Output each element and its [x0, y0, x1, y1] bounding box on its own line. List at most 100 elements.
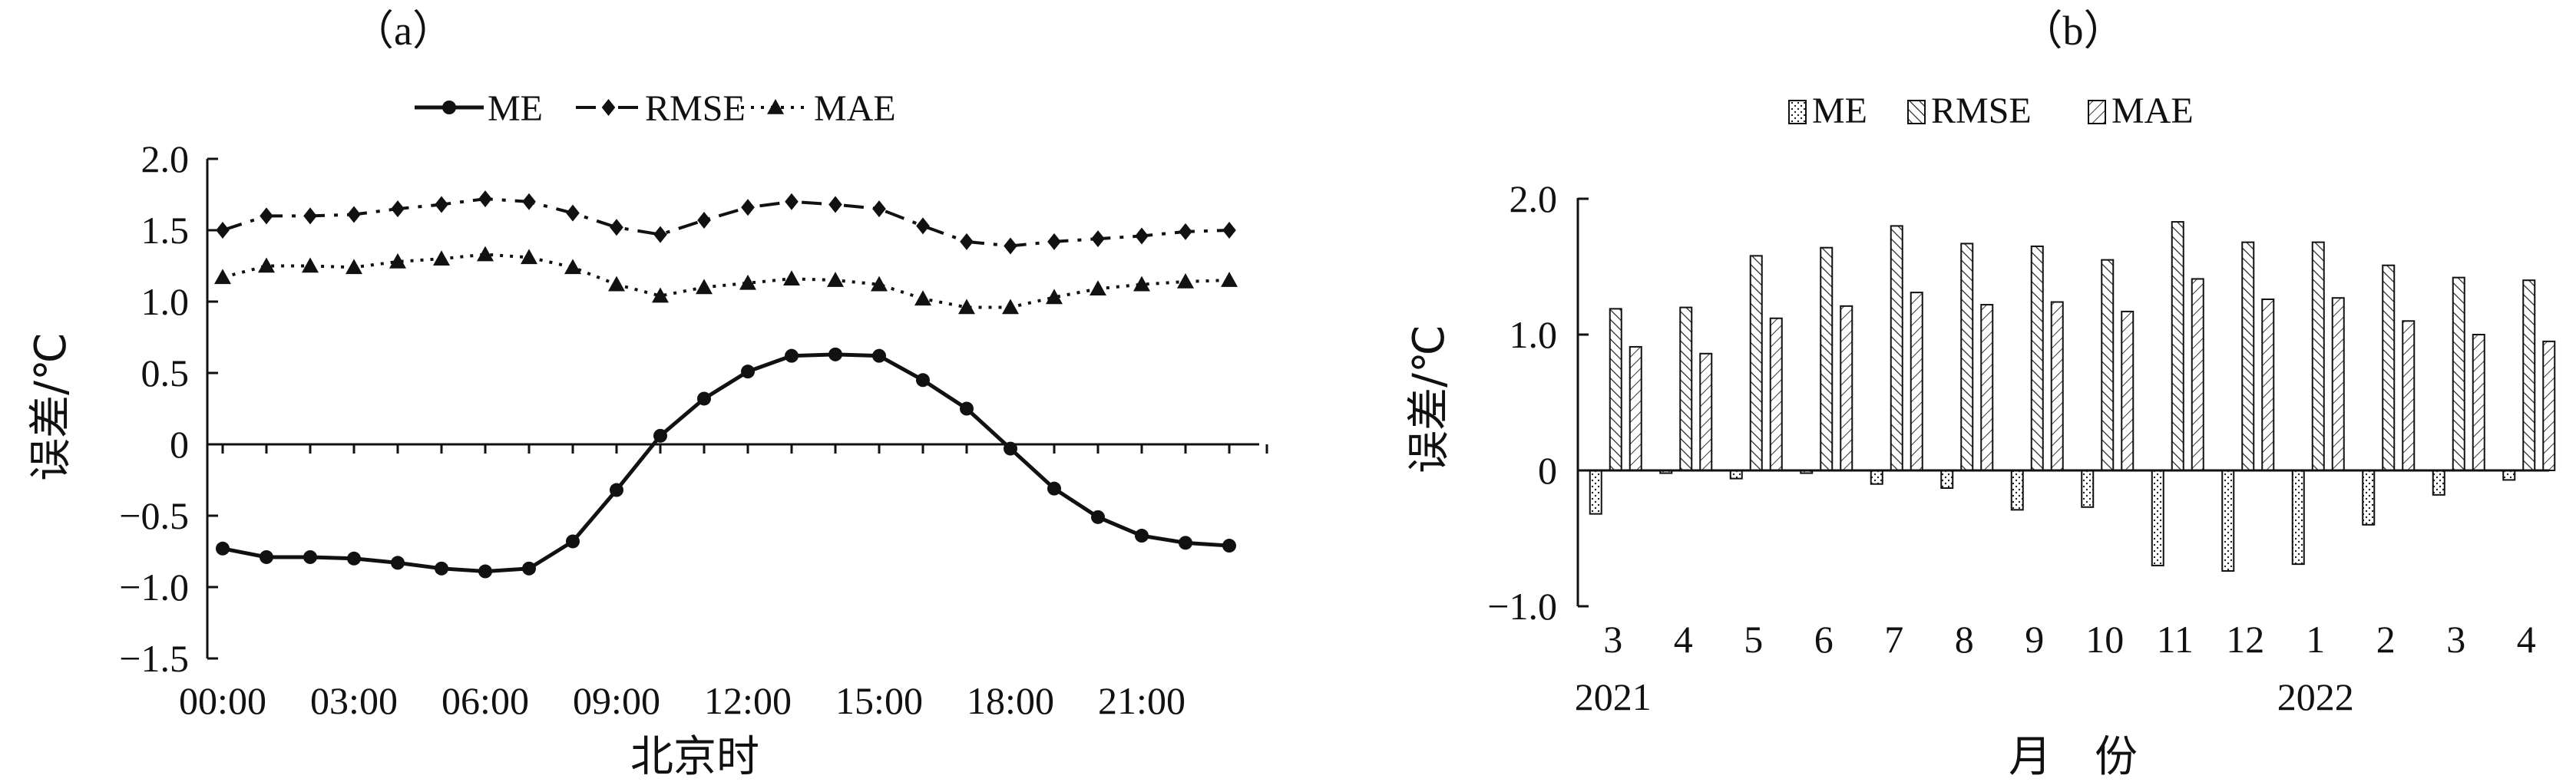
panel-b-bar-me	[2151, 470, 2164, 566]
panel-b-x-tick-label: 12	[2226, 618, 2264, 661]
panel-a-point-mae	[1133, 276, 1150, 292]
panel-b-bar-rmse	[1820, 246, 1834, 471]
panel-a-point-rmse	[522, 193, 536, 210]
panel-b-x-tick-label: 2	[2376, 618, 2396, 661]
panel-b-bar-rmse	[1890, 225, 1903, 471]
panel-a-x-tick-label: 15:00	[835, 679, 923, 722]
panel-a-point-mae	[1046, 289, 1063, 305]
panel-b-label: （b）	[2022, 8, 2125, 54]
panel-a-line-chart: （a） ME RMSE MAE 2.01.51.00.50−0.5−1.0−1.5 …	[26, 8, 1268, 782]
panel-b-bar-me	[2502, 470, 2516, 481]
panel-a-point-mae	[827, 272, 844, 287]
panel-b-legend-swatch	[1907, 100, 1926, 124]
panel-a-y-tick-label: 1.0	[141, 280, 190, 323]
panel-a-point-me	[916, 373, 930, 388]
panel-a-y-tick-label: −1.0	[119, 566, 189, 609]
panel-b-bar-me	[1800, 470, 1814, 474]
panel-b-x-tick-label: 4	[2517, 618, 2536, 661]
panel-b-x-tick-label: 6	[1814, 618, 1834, 661]
panel-a-x-axis-label: 北京时	[630, 732, 759, 782]
panel-a-point-me	[1047, 481, 1061, 496]
panel-b-bar-mae	[2331, 297, 2345, 471]
panel-b-bar-rmse	[2382, 264, 2396, 471]
panel-a-point-mae	[1221, 272, 1238, 287]
panel-a-legend-label: RMSE	[645, 88, 746, 129]
panel-b-bar-me	[2432, 470, 2445, 496]
panel-b-bar-me	[2291, 470, 2305, 566]
panel-a-point-mae	[1002, 299, 1019, 315]
panel-a-point-rmse	[828, 196, 842, 213]
panel-a-x-tick-label: 06:00	[441, 679, 529, 722]
panel-b-legend-label: MAE	[2111, 91, 2194, 131]
panel-a-point-me	[260, 549, 273, 564]
panel-b-bar-me	[1589, 470, 1602, 515]
panel-a-x-tick-label: 00:00	[179, 679, 266, 722]
panel-b-x-tick-label: 7	[1884, 618, 1903, 661]
panel-b-bar-rmse	[2030, 245, 2044, 471]
panel-a-x-tick-label: 09:00	[573, 679, 660, 722]
panel-a-legend-label: MAE	[814, 88, 896, 129]
panel-b-legend-swatch	[2088, 100, 2106, 124]
panel-b-x-tick-label: 5	[1744, 618, 1763, 661]
panel-b-bar-mae	[1980, 304, 1994, 471]
panel-a-point-rmse	[697, 211, 711, 229]
panel-a-point-rmse	[741, 199, 755, 216]
panel-a-point-me	[1091, 510, 1105, 524]
panel-a-point-rmse	[478, 190, 492, 208]
panel-a-legend-marker	[767, 99, 784, 114]
panel-a-point-mae	[914, 290, 931, 306]
panel-a-point-mae	[477, 246, 494, 262]
panel-b-year-label: 2021	[1575, 675, 1652, 718]
panel-b-bar-mae	[2050, 301, 2064, 471]
panel-b-bar-me	[1659, 470, 1673, 474]
panel-b-x-tick-label: 1	[2306, 618, 2325, 661]
panel-b-bar-mae	[2472, 334, 2485, 471]
panel-b-x-tick-label: 9	[2025, 618, 2044, 661]
panel-a-point-me	[785, 348, 799, 363]
panel-a-series-mae	[214, 246, 1238, 315]
panel-a-y-ticks: 2.0 1.5 1.0 0.5 0 −0.5 −1.0 −1.5	[119, 137, 218, 680]
panel-b-bar-mae	[1699, 352, 1713, 471]
panel-b-bar-rmse	[1960, 243, 1974, 471]
panel-b-bar-me	[2362, 470, 2376, 526]
panel-a-y-tick-label: 2.0	[141, 137, 190, 180]
panel-a-point-me	[347, 551, 361, 566]
panel-a-point-mae	[871, 276, 888, 292]
panel-b-bar-rmse	[2241, 241, 2255, 471]
panel-a-point-me	[741, 365, 755, 379]
panel-b-legend-label: RMSE	[1931, 91, 2032, 131]
panel-a-point-me	[1004, 441, 1017, 456]
panel-b-bar-mae	[2121, 310, 2135, 471]
panel-b-bar-me	[1870, 470, 1883, 485]
panel-b-legend: ME RMSE MAE	[1788, 91, 2194, 131]
panel-a-point-rmse	[566, 204, 580, 222]
panel-a-point-rmse	[303, 207, 317, 225]
panel-a-point-rmse	[1179, 223, 1192, 240]
panel-b-bar-rmse	[2522, 279, 2536, 472]
panel-a-point-rmse	[610, 219, 623, 236]
panel-a-point-rmse	[1047, 233, 1061, 250]
panel-a-point-rmse	[1004, 237, 1017, 255]
panel-b-bar-chart: （b） ME RMSE MAE 2.01.00−1.0 3 4 5 6 7 8 9 10 11 12 1…	[1404, 8, 2556, 782]
panel-b-bar-me	[1940, 470, 1954, 490]
panel-a-y-tick-label: −0.5	[119, 494, 189, 537]
panel-b-bar-rmse	[2171, 221, 2184, 471]
panel-b-bar-mae	[1769, 317, 1783, 472]
panel-b-bar-mae	[2542, 340, 2556, 471]
panel-a-series	[214, 190, 1238, 579]
panel-a-point-me	[697, 391, 711, 406]
panel-a-point-mae	[1090, 280, 1106, 296]
panel-b-bar-rmse	[2101, 259, 2115, 471]
panel-b-bar-rmse	[1609, 308, 1622, 471]
panel-a-series-rmse	[216, 190, 1236, 255]
panel-a-y-tick-label: 0	[170, 423, 189, 466]
panel-a-point-mae	[608, 276, 625, 292]
panel-b-bar-mae	[1629, 345, 1642, 471]
panel-b-bars	[1589, 221, 2556, 572]
panel-a-point-me	[610, 483, 623, 497]
panel-b-x-tick-label: 10	[2085, 618, 2124, 661]
panel-a-point-me	[391, 556, 405, 570]
panel-a-point-rmse	[653, 226, 667, 243]
panel-b-bar-rmse	[1679, 306, 1693, 471]
